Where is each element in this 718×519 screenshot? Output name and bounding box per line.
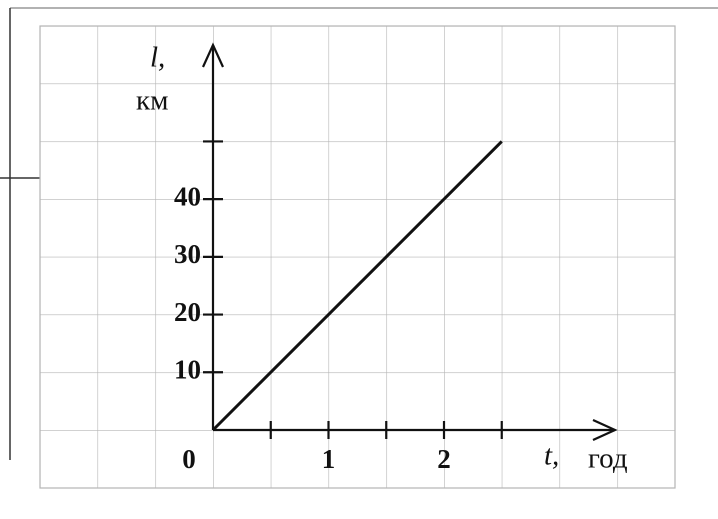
y-unit: км: [136, 85, 168, 117]
x-unit: год: [588, 443, 628, 475]
grid: [40, 26, 675, 488]
x-tick-label: 1: [322, 444, 336, 474]
y-arrow: [201, 42, 225, 68]
y-tick-label: 10: [174, 354, 201, 384]
data-line: [211, 140, 503, 432]
y-tick-label: 20: [174, 297, 201, 327]
x-tick-label: 2: [437, 444, 451, 474]
x-arrow: [592, 418, 618, 442]
x-label: t,: [544, 440, 559, 472]
y-label: l,: [150, 42, 165, 74]
y-tick-label: 30: [174, 239, 201, 269]
x-tick-label: 0: [182, 444, 196, 474]
y-tick-label: 40: [174, 181, 201, 211]
